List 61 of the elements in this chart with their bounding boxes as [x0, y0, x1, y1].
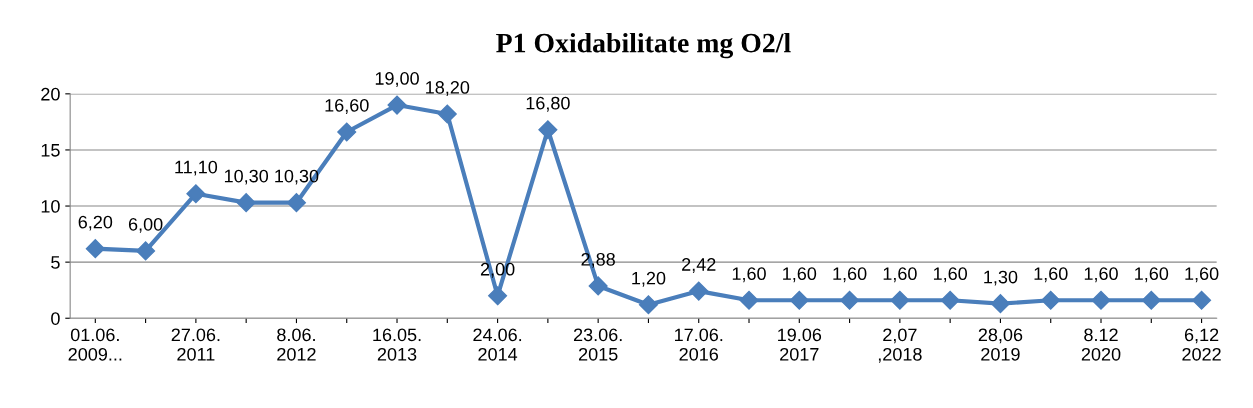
data-label: 1,20: [632, 271, 666, 287]
point: [186, 184, 206, 204]
point: [840, 290, 860, 310]
data-label: 6,00: [128, 217, 163, 233]
data-label: 2,42: [682, 258, 716, 273]
x-tick-label: 23.06. 2015: [573, 328, 622, 361]
data-label: 1,60: [732, 267, 766, 283]
data-label: 1,30: [984, 270, 1018, 286]
point: [286, 193, 306, 213]
chart-title: P1 Oxidabilitate mg O2/l: [496, 32, 791, 59]
data-label: 1,60: [1084, 267, 1118, 283]
x-tick-label: 8.12 2020: [1081, 328, 1121, 361]
data-label: 1,60: [1135, 267, 1169, 283]
x-tick-label: 24.06. 2014: [473, 328, 522, 361]
y-tick-label: 20: [41, 87, 60, 101]
data-label: 1,60: [1034, 267, 1068, 283]
point: [437, 104, 457, 124]
data-label: 19,00: [375, 72, 419, 87]
y-tick-label: 5: [51, 256, 60, 269]
point: [689, 281, 709, 301]
data-label: 16,60: [325, 98, 369, 114]
point: [638, 295, 658, 315]
data-label: 18,20: [426, 81, 470, 96]
x-tick-label: 6,12 2022: [1182, 328, 1221, 361]
point: [538, 120, 558, 140]
x-tick-label: 16.05. 2013: [373, 328, 421, 361]
point: [588, 276, 608, 296]
point: [136, 241, 156, 261]
point: [940, 290, 960, 310]
data-label: 1,60: [883, 267, 917, 283]
data-label: 1,60: [933, 267, 968, 283]
point: [236, 193, 256, 213]
x-tick-label: 01.06. 2009...: [68, 328, 122, 361]
x-tick-label: 17.06. 2016: [675, 328, 723, 361]
point: [890, 290, 910, 310]
data-label: 1,60: [833, 267, 867, 283]
point: [337, 122, 357, 142]
point: [1141, 290, 1161, 310]
point: [1091, 290, 1111, 310]
data-label: 11,10: [175, 160, 218, 176]
data-label: 16,80: [526, 96, 570, 112]
data-label: 1,60: [783, 267, 817, 283]
point: [1041, 290, 1061, 310]
point: [990, 294, 1010, 314]
y-tick-label: 10: [41, 199, 60, 213]
point: [789, 290, 809, 310]
x-tick-label: 19.06 2017: [778, 328, 822, 361]
point: [739, 290, 759, 310]
point: [488, 286, 508, 306]
point: [1192, 290, 1212, 310]
y-tick-label: 0: [51, 312, 60, 325]
x-tick-label: 8.06. 2012: [277, 328, 316, 361]
x-tick-label: 27.06. 2011: [171, 328, 220, 361]
x-tick-label: 28,06 2019: [978, 328, 1023, 361]
data-label: 6,20: [78, 215, 113, 231]
point: [387, 95, 407, 115]
point: [85, 239, 105, 259]
data-label: 1,60: [1185, 267, 1219, 283]
x-tick-label: 2,07 ,2018: [878, 328, 922, 363]
data-label: 10,30: [224, 169, 269, 185]
y-tick-label: 15: [41, 144, 60, 157]
